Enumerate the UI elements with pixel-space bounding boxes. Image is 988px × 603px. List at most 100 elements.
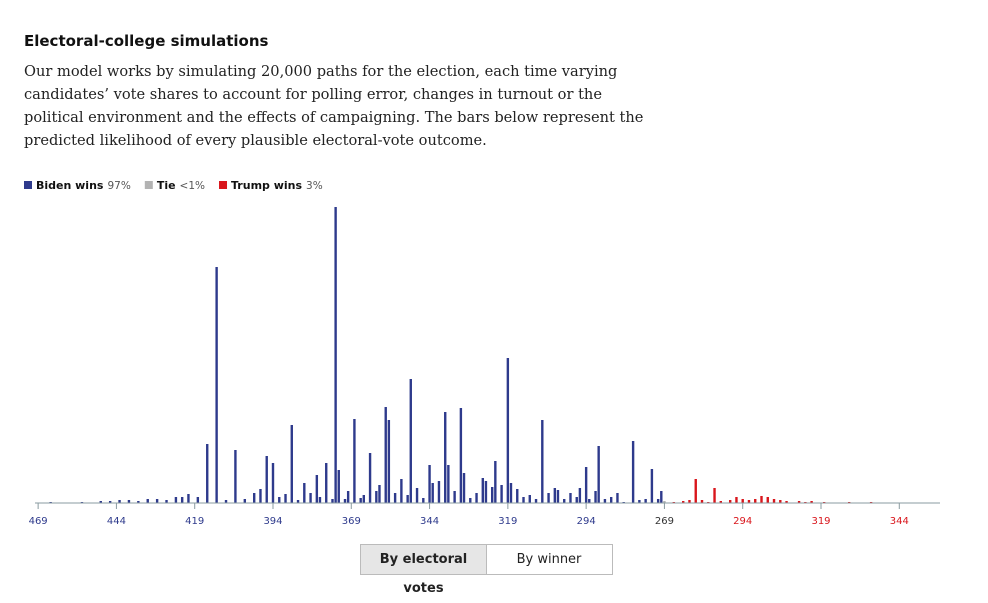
- bar: [303, 483, 306, 503]
- bar: [700, 500, 704, 503]
- bar: [155, 499, 159, 503]
- description-line: Our model works by simulating 20,000 pat…: [24, 63, 618, 80]
- bar: [797, 501, 801, 503]
- bar: [243, 499, 247, 503]
- bar: [99, 501, 102, 503]
- bar: [431, 483, 434, 503]
- bar: [772, 499, 776, 503]
- bar: [584, 467, 588, 503]
- legend-swatch: [219, 181, 228, 189]
- bar: [469, 498, 472, 503]
- bar: [409, 379, 412, 503]
- bar: [265, 456, 268, 503]
- bar: [437, 481, 441, 503]
- bar: [694, 479, 697, 503]
- bar: [754, 499, 757, 503]
- bar: [325, 463, 328, 503]
- legend-label: Trump wins: [231, 179, 302, 192]
- bar: [174, 497, 178, 503]
- bar: [146, 499, 149, 503]
- bar: [393, 493, 397, 503]
- bar: [578, 488, 582, 503]
- bar: [494, 461, 497, 503]
- bar: [215, 267, 218, 503]
- bar: [387, 420, 391, 503]
- bar: [353, 419, 356, 503]
- bar: [779, 500, 782, 503]
- bar: [644, 499, 647, 503]
- bar: [368, 453, 372, 503]
- chart: Biden wins 97% Tie <1% Trump wins 3% 469 444 419…: [24, 179, 940, 527]
- bar: [516, 489, 519, 503]
- bar: [406, 495, 409, 503]
- bar: [206, 444, 209, 503]
- x-tick-label: 269: [655, 516, 674, 527]
- x-tick-label: 294: [577, 516, 596, 527]
- bar: [375, 491, 378, 503]
- bar: [447, 465, 450, 503]
- toggle-button[interactable]: By winner: [486, 544, 613, 575]
- bar: [415, 488, 419, 503]
- bar: [309, 493, 312, 503]
- bar: [118, 500, 121, 503]
- bar: [500, 485, 503, 503]
- bar: [334, 207, 337, 503]
- bar: [534, 499, 538, 503]
- bar: [638, 500, 641, 503]
- bar: [728, 500, 732, 503]
- bar: [137, 501, 140, 503]
- bar: [422, 498, 425, 503]
- bar: [719, 501, 722, 503]
- x-tick-label: 369: [342, 516, 361, 527]
- x-tick-label: 419: [185, 516, 204, 527]
- bar: [475, 493, 478, 503]
- bar: [484, 481, 488, 503]
- description-line: predicted likelihood of every plausible …: [24, 132, 487, 149]
- bar: [575, 497, 578, 503]
- bar: [127, 500, 131, 503]
- bar: [384, 407, 387, 503]
- bar: [785, 501, 788, 503]
- page: Electoral-college simulations Our model …: [24, 32, 940, 596]
- legend-label: Biden wins: [36, 179, 104, 192]
- bar: [359, 498, 362, 503]
- x-tick-label: 319: [811, 516, 830, 527]
- x-tick-label: 469: [29, 516, 48, 527]
- bar: [284, 494, 287, 503]
- bar: [631, 441, 635, 503]
- bar: [444, 412, 447, 503]
- toggle-button[interactable]: By electoral votes: [360, 544, 487, 596]
- bar: [609, 497, 613, 503]
- bar: [509, 483, 513, 503]
- bar: [522, 497, 525, 503]
- bar: [343, 499, 347, 503]
- bar: [766, 497, 769, 503]
- bar: [594, 491, 597, 503]
- bar: [713, 488, 716, 503]
- bar: [597, 446, 600, 503]
- bar: [688, 500, 691, 503]
- bar: [187, 494, 190, 503]
- x-tick-label: 444: [107, 516, 126, 527]
- bar: [741, 499, 744, 503]
- bar: [650, 469, 654, 503]
- x-tick-label: 319: [498, 516, 517, 527]
- description-line: political environment and the effects of…: [24, 109, 644, 126]
- bar: [290, 425, 293, 503]
- legend-value: <1%: [180, 180, 205, 192]
- x-tick-label: 344: [890, 516, 909, 527]
- bar: [165, 500, 168, 503]
- bar: [547, 493, 550, 503]
- description: Our model works by simulating 20,000 pat…: [24, 60, 643, 152]
- bar: [337, 470, 340, 503]
- bar: [315, 475, 319, 503]
- bar: [490, 487, 494, 503]
- bar: [362, 495, 366, 503]
- bar: [462, 473, 466, 503]
- bar: [378, 485, 381, 503]
- legend-swatch: [144, 181, 153, 189]
- bar: [747, 500, 751, 503]
- bar: [553, 488, 557, 503]
- bar: [563, 499, 566, 503]
- bar: [588, 499, 591, 503]
